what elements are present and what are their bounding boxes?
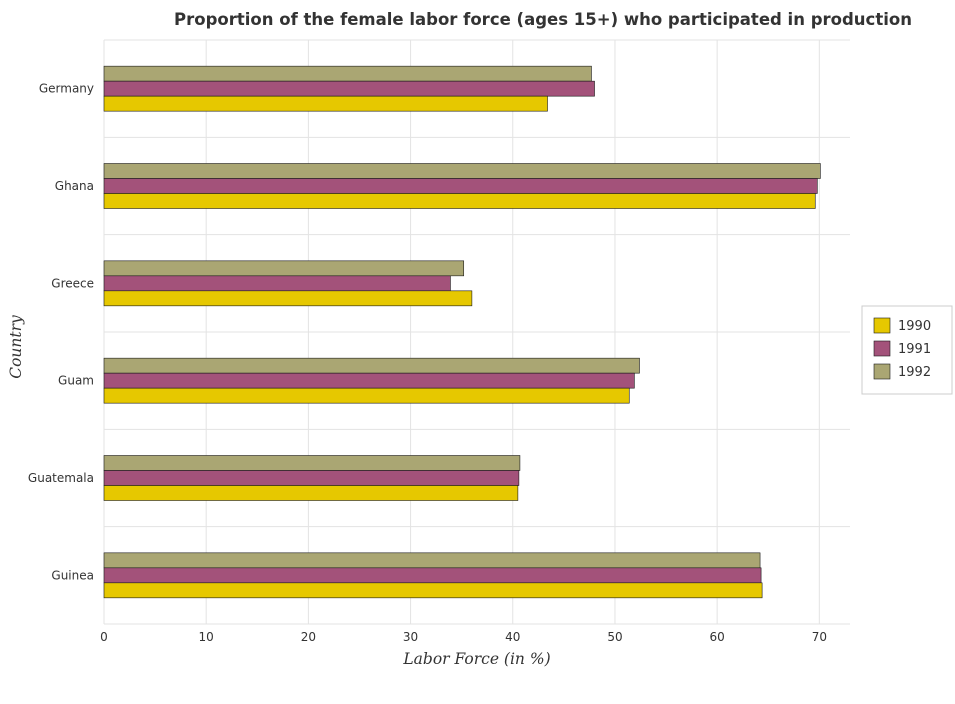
bar-guatemala-1992 xyxy=(103,455,521,471)
x-tick-label: 20 xyxy=(301,630,316,644)
bar-guam-1992 xyxy=(103,357,640,374)
legend-swatch-1990 xyxy=(873,317,891,334)
x-tick-label: 30 xyxy=(403,630,418,644)
bar-guam-1991 xyxy=(103,372,635,389)
bar-ghana-1991 xyxy=(103,178,818,194)
x-tick-label: 50 xyxy=(607,630,622,644)
y-axis-label: Country xyxy=(7,315,25,379)
x-axis-label: Labor Force (in %) xyxy=(402,650,550,668)
bar-ghana-1992 xyxy=(103,163,821,179)
bar-guam-1990 xyxy=(103,387,630,404)
grid xyxy=(103,39,850,625)
bar-greece-1991 xyxy=(103,275,451,292)
legend-label-1992: 1992 xyxy=(898,365,931,380)
bar-greece-1992 xyxy=(103,260,465,277)
legend-swatch-1991 xyxy=(873,340,891,357)
bar-ghana-1990 xyxy=(103,193,816,209)
bar-greece-1990 xyxy=(103,290,473,307)
bar-germany-1992 xyxy=(103,65,592,82)
y-tick-label: Germany xyxy=(39,82,94,96)
x-tick-label: 10 xyxy=(199,630,214,644)
bar-guinea-1992 xyxy=(103,552,761,569)
bar-germany-1990 xyxy=(103,95,548,112)
legend-swatch-1992 xyxy=(873,363,891,380)
y-tick-label: Guinea xyxy=(51,568,94,582)
bar-guinea-1991 xyxy=(103,567,762,584)
legend-label-1991: 1991 xyxy=(898,342,931,357)
bars xyxy=(103,65,821,599)
y-tick-label: Guatemala xyxy=(28,471,94,485)
x-tick-label: 60 xyxy=(710,630,725,644)
legend: 1990 1991 1992 xyxy=(861,305,953,395)
x-tick-label: 70 xyxy=(812,630,827,644)
legend-label-1990: 1990 xyxy=(898,319,931,334)
x-tick-label: 0 xyxy=(100,630,108,644)
bar-germany-1991 xyxy=(103,80,595,97)
y-axis-ticks: Germany Ghana Greece Guam Guatemala Guinea xyxy=(28,82,94,583)
bar-guatemala-1991 xyxy=(103,470,520,486)
chart-title: Proportion of the female labor force (ag… xyxy=(174,10,912,29)
y-tick-label: Guam xyxy=(58,374,94,388)
bar-guinea-1990 xyxy=(103,582,763,599)
y-tick-label: Greece xyxy=(51,276,94,290)
x-tick-label: 40 xyxy=(505,630,520,644)
bar-guatemala-1990 xyxy=(103,485,519,501)
x-axis-ticks: 0 10 20 30 40 50 60 70 xyxy=(100,630,827,644)
y-tick-label: Ghana xyxy=(55,179,94,193)
